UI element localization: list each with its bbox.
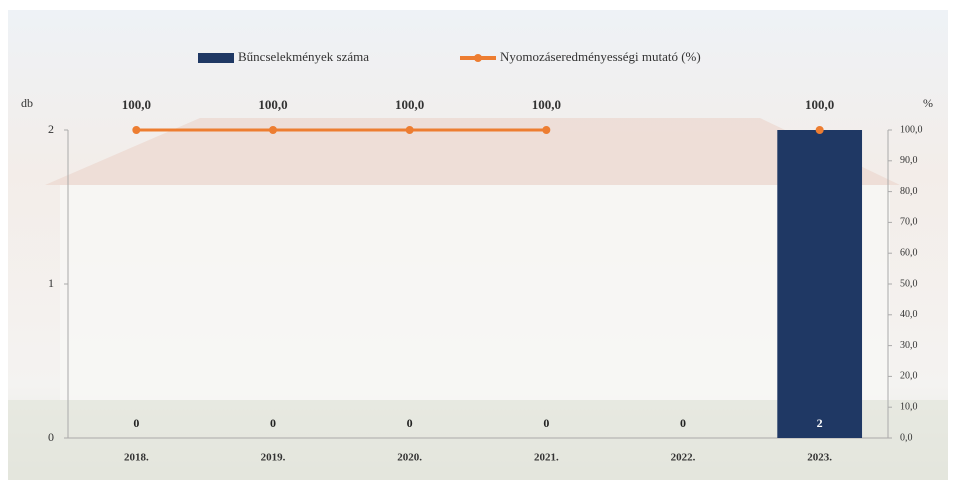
line-value-label: 100,0 — [395, 97, 424, 112]
y2-tick-label: 20,0 — [900, 371, 918, 382]
y2-tick-label: 60,0 — [900, 247, 918, 258]
x-tick-label: 2019. — [261, 452, 286, 464]
x-tick-label: 2020. — [397, 452, 422, 464]
bar-value-label: 0 — [133, 416, 139, 430]
x-tick-label: 2023. — [807, 452, 832, 464]
y2-tick-label: 50,0 — [900, 278, 918, 289]
y2-tick-label: 10,0 — [900, 401, 918, 412]
y2-tick-label: 30,0 — [900, 340, 918, 351]
legend-label: Nyomozáseredményességi mutató (%) — [500, 49, 701, 64]
bar-value-label: 0 — [270, 416, 276, 430]
bar-value-label: 2 — [817, 416, 823, 430]
x-tick-label: 2021. — [534, 452, 559, 464]
line-value-label: 100,0 — [805, 97, 834, 112]
y2-axis-label: % — [923, 96, 933, 110]
line-marker — [405, 126, 414, 134]
x-tick-label: 2022. — [671, 452, 696, 464]
y-tick-label: 1 — [48, 276, 54, 290]
line-marker — [132, 126, 141, 134]
x-tick-label: 2018. — [124, 452, 149, 464]
line-value-label: 100,0 — [122, 97, 151, 112]
line-marker — [269, 126, 277, 134]
roof-shape — [45, 118, 900, 185]
y2-tick-label: 90,0 — [900, 155, 918, 166]
y2-tick-label: 70,0 — [900, 217, 918, 228]
y2-tick-label: 40,0 — [900, 309, 918, 320]
bar-value-label: 0 — [407, 416, 413, 430]
y2-tick-label: 100,0 — [900, 124, 923, 135]
bar — [777, 130, 863, 438]
bar-value-label: 0 — [680, 416, 686, 430]
line-marker — [542, 126, 551, 134]
y-axis-label: db — [21, 96, 33, 110]
y-tick-label: 0 — [48, 430, 54, 444]
bar-value-label: 0 — [543, 416, 549, 430]
legend-label: Bűncselekmények száma — [238, 49, 369, 64]
y2-tick-label: 80,0 — [900, 186, 918, 197]
line-value-label: 100,0 — [258, 97, 287, 112]
legend-swatch — [198, 53, 234, 63]
legend-marker — [474, 54, 482, 62]
line-marker — [815, 126, 824, 134]
line-value-label: 100,0 — [532, 97, 561, 112]
y2-tick-label: 0,0 — [900, 432, 913, 443]
wall-shape — [60, 185, 890, 400]
y-tick-label: 2 — [48, 122, 54, 136]
